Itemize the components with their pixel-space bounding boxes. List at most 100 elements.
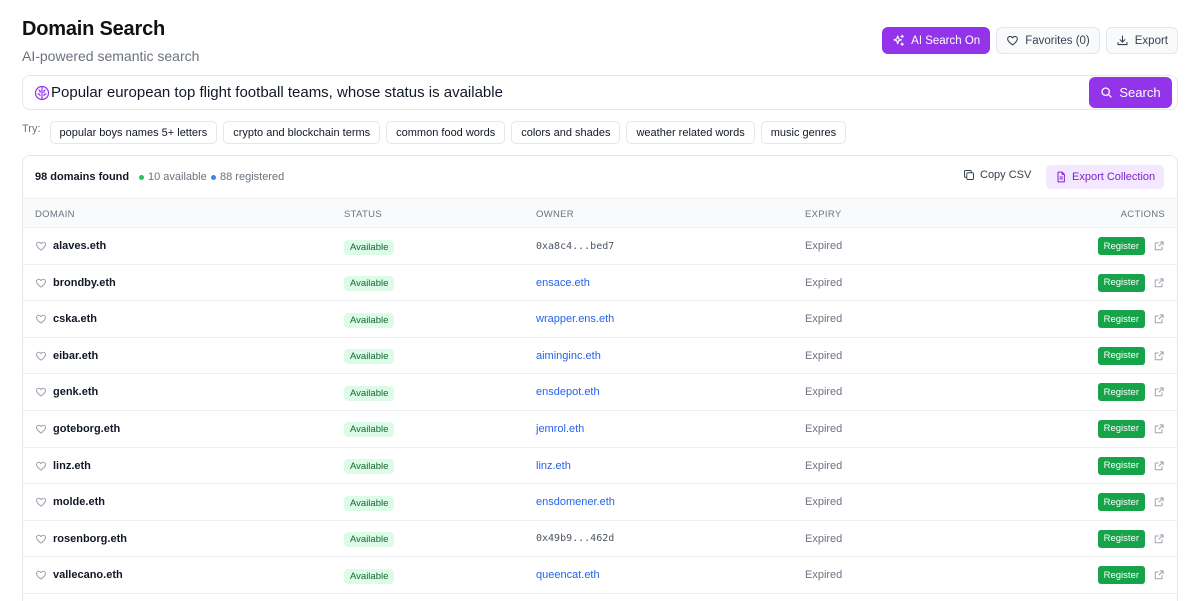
suggestion-chip[interactable]: common food words xyxy=(386,121,506,144)
expiry-value: Expired xyxy=(805,349,843,362)
actions-cell: Register xyxy=(1097,521,1165,557)
owner-cell: ensace.eth xyxy=(536,265,590,301)
expiry-value: Expired xyxy=(805,240,843,252)
column-header-actions: ACTIONS xyxy=(1120,209,1165,220)
expiry-cell: Expired xyxy=(805,301,842,337)
register-button[interactable]: Register xyxy=(1097,310,1145,329)
heart-icon[interactable] xyxy=(35,569,47,581)
owner-cell: ensdomener.eth xyxy=(536,484,615,520)
domain-name: eibar.eth xyxy=(53,349,99,362)
domain-cell: linz.eth xyxy=(35,448,91,484)
search-input[interactable] xyxy=(51,76,1101,109)
external-link-icon[interactable] xyxy=(1153,460,1165,472)
external-link-icon[interactable] xyxy=(1153,569,1165,581)
actions-cell: Register xyxy=(1097,301,1165,337)
expiry-value: Expired xyxy=(805,532,843,545)
status-cell: Available xyxy=(344,448,395,484)
register-button[interactable]: Register xyxy=(1097,456,1145,475)
status-badge: Available xyxy=(344,239,395,255)
register-button[interactable]: Register xyxy=(1097,346,1145,365)
status-cell: Available xyxy=(344,484,395,520)
register-button[interactable]: Register xyxy=(1097,383,1145,402)
search-button[interactable]: Search xyxy=(1089,77,1172,108)
domain-name: alaves.eth xyxy=(53,240,107,252)
external-link-icon[interactable] xyxy=(1153,533,1165,545)
column-header-status: STATUS xyxy=(344,209,382,220)
favorites-button[interactable]: Favorites (0) xyxy=(996,27,1100,54)
expiry-cell: Expired xyxy=(805,338,842,374)
owner-cell: jemrol.eth xyxy=(536,411,584,447)
external-link-icon[interactable] xyxy=(1153,240,1165,252)
table-row: eibar.eth Available aiminginc.eth Expired Re… xyxy=(23,338,1177,375)
heart-icon[interactable] xyxy=(35,460,47,472)
owner-value[interactable]: queencat.eth xyxy=(536,569,600,582)
heart-icon[interactable] xyxy=(35,533,47,545)
table-header: DOMAIN STATUS OWNER EXPIRY ACTIONS xyxy=(23,199,1177,228)
export-label: Export xyxy=(1134,34,1168,47)
expiry-value: Expired xyxy=(805,422,843,435)
actions-cell: Register xyxy=(1097,228,1165,264)
owner-value[interactable]: wrapper.ens.eth xyxy=(536,313,615,326)
export-button[interactable]: Export xyxy=(1105,27,1178,54)
owner-cell: queencat.eth xyxy=(536,557,600,593)
expiry-value: Expired xyxy=(805,386,843,399)
heart-icon[interactable] xyxy=(35,240,47,252)
external-link-icon[interactable] xyxy=(1153,423,1165,435)
ai-search-label: AI Search On xyxy=(911,34,981,47)
register-button[interactable]: Register xyxy=(1097,419,1145,438)
suggestion-chip[interactable]: weather related words xyxy=(626,121,755,144)
suggestion-chip[interactable]: colors and shades xyxy=(511,121,621,144)
owner-value[interactable]: ensdomener.eth xyxy=(536,496,615,509)
register-button[interactable]: Register xyxy=(1097,237,1145,255)
export-collection-button[interactable]: Export Collection xyxy=(1046,165,1165,189)
status-cell: Available xyxy=(344,521,395,557)
expiry-cell: Expired xyxy=(805,557,842,593)
owner-cell: wrapper.ens.eth xyxy=(536,301,614,337)
status-badge: Available xyxy=(344,459,395,475)
external-link-icon[interactable] xyxy=(1153,496,1165,508)
register-button[interactable]: Register xyxy=(1097,273,1145,292)
heart-icon[interactable] xyxy=(35,350,47,362)
ai-search-toggle-button[interactable]: AI Search On xyxy=(882,27,991,54)
external-link-icon[interactable] xyxy=(1153,350,1165,362)
expiry-cell: Expired xyxy=(805,411,842,447)
owner-value[interactable]: jemrol.eth xyxy=(536,422,585,435)
heart-icon[interactable] xyxy=(35,423,47,435)
heart-icon[interactable] xyxy=(35,386,47,398)
expiry-cell: Expired xyxy=(805,374,842,410)
status-cell: Available xyxy=(344,338,395,374)
domain-name: linz.eth xyxy=(53,459,91,472)
suggestion-chip[interactable]: popular boys names 5+ letters xyxy=(49,121,218,144)
register-button[interactable]: Register xyxy=(1097,566,1145,585)
status-badge: Available xyxy=(344,276,395,292)
register-button[interactable]: Register xyxy=(1097,529,1145,548)
actions-cell: Register xyxy=(1097,338,1165,374)
copy-csv-button[interactable]: Copy CSV xyxy=(963,169,1031,181)
heart-icon[interactable] xyxy=(35,277,47,289)
actions-cell: Register xyxy=(1097,374,1165,410)
page-header: Domain Search AI-powered semantic search xyxy=(22,18,199,64)
results-count: 98 domains found xyxy=(35,171,130,183)
sparkles-icon xyxy=(893,34,905,46)
owner-value[interactable]: ensdepot.eth xyxy=(536,386,600,399)
heart-icon[interactable] xyxy=(35,496,47,508)
owner-value[interactable]: ensace.eth xyxy=(536,276,590,289)
owner-value[interactable]: aiminginc.eth xyxy=(536,349,601,362)
register-button[interactable]: Register xyxy=(1097,493,1145,512)
expiry-cell: Expired xyxy=(805,228,842,264)
expiry-cell: Expired xyxy=(805,484,842,520)
column-header-owner: OWNER xyxy=(536,209,574,220)
external-link-icon[interactable] xyxy=(1153,313,1165,325)
search-button-label: Search xyxy=(1119,85,1161,100)
actions-cell: Register xyxy=(1097,448,1165,484)
heart-icon[interactable] xyxy=(35,313,47,325)
suggestion-chip[interactable]: crypto and blockchain terms xyxy=(223,121,381,144)
suggestion-chip[interactable]: music genres xyxy=(760,121,847,144)
owner-cell: 0x49b9...462d xyxy=(536,521,614,557)
status-cell: Available xyxy=(344,374,395,410)
owner-value[interactable]: linz.eth xyxy=(536,459,571,472)
external-link-icon[interactable] xyxy=(1153,277,1165,289)
status-cell: Available xyxy=(344,557,395,593)
domain-cell: rosenborg.eth xyxy=(35,521,127,557)
external-link-icon[interactable] xyxy=(1153,386,1165,398)
